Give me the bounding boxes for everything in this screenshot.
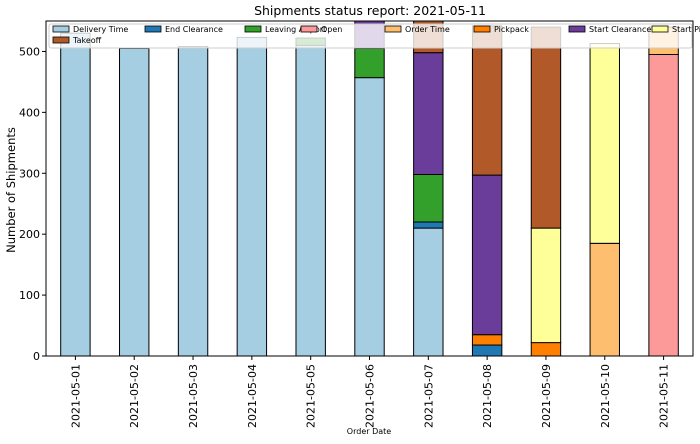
legend-label-end-clearance: End Clearance [165,25,223,34]
bar-end-clearance-2021-05-07 [413,221,444,229]
x-tick-label: 2021-05-02 [128,364,141,428]
legend-box [48,23,693,49]
bar-delivery-time-2021-05-07 [413,227,444,356]
bar-start-pickpack-2021-05-09 [530,227,562,344]
x-tick-label: 2021-05-10 [599,364,612,428]
legend-swatch-end-clearance [144,25,162,33]
legend-label-pickpack: Pickpack [494,25,529,34]
bar-end-clearance-2021-05-08 [471,344,503,356]
x-tick-label: 2021-05-05 [305,364,318,428]
bar-open-2021-05-11 [648,54,679,356]
x-tick-label: 2021-05-06 [364,364,377,428]
x-tick-label: 2021-05-04 [246,364,259,428]
legend-swatch-pickpack [473,25,491,33]
y-tick-label: 500 [19,45,40,58]
bar-delivery-time-2021-05-05 [295,44,326,356]
legend-swatch-takeoff [52,36,70,44]
legend: Delivery Time End Clearance Leaving Airpor… [48,23,700,49]
legend-label-order-time: Order Time [405,25,450,34]
legend-swatch-delivery-time [52,25,70,33]
bar-order-time-2021-05-10 [589,242,620,356]
bar-delivery-time-2021-05-04 [236,36,268,356]
x-tick-label: 2021-05-08 [481,364,494,428]
x-axis-label: Order Date [347,427,391,436]
y-tick-label: 200 [19,228,40,241]
bar-delivery-time-2021-05-03 [177,46,209,356]
legend-swatch-start-pickpack [651,25,669,33]
bar-pickpack-2021-05-08 [471,334,503,346]
bar-pickpack-2021-05-09 [530,342,562,356]
bar-leaving-airport-2021-05-07 [413,173,444,223]
x-tick-label: 2021-05-09 [540,364,553,428]
x-tick-label: 2021-05-11 [658,364,671,428]
y-tick-label: 0 [33,350,40,363]
legend-swatch-order-time [384,25,402,33]
x-tick-label: 2021-05-03 [187,364,200,428]
legend-swatch-leaving-airport [244,25,262,33]
x-tick-label: 2021-05-07 [422,364,435,428]
legend-swatch-start-clearance [568,25,586,33]
legend-label-start-pickpack: Start PickPack [672,25,700,34]
bar-delivery-time-2021-05-06 [354,77,385,356]
legend-label-open: Open [321,25,342,34]
bars-layer [60,21,679,356]
legend-label-start-clearance: Start Clearance [589,25,651,34]
legend-label-leaving-airport: Leaving Airport [265,25,326,34]
bar-delivery-time-2021-05-01 [60,32,91,356]
legend-swatch-open [300,25,318,33]
bar-start-clearance-2021-05-07 [413,52,444,175]
legend-label-delivery-time: Delivery Time [73,25,128,34]
y-tick-label: 300 [19,167,40,180]
bar-start-pickpack-2021-05-10 [589,43,620,244]
chart-title: Shipments status report: 2021-05-11 [254,3,486,18]
y-axis-label: Number of Shipments [4,127,18,253]
legend-label-takeoff: Takeoff [72,36,102,45]
axes-layer: 0 100 200 300 400 500 2021-05-01 2021-05-02 2021… [19,20,694,428]
y-tick-label: 400 [19,106,40,119]
bar-delivery-time-2021-05-02 [119,47,150,356]
x-tick-label: 2021-05-01 [69,364,82,428]
bar-takeoff-2021-05-09 [530,26,562,229]
y-tick-label: 100 [19,289,40,302]
bar-start-clearance-2021-05-08 [471,174,503,336]
bar-leaving-airport-2021-05-06 [354,47,385,79]
